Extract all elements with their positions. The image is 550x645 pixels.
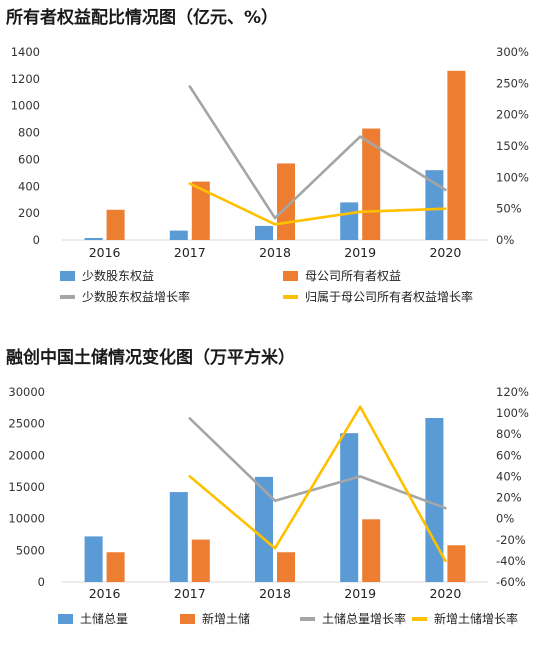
- series-line-2: [188, 182, 447, 226]
- chart-1-title: 所有者权益配比情况图（亿元、%）: [6, 8, 279, 28]
- y-right-tick-label: 40%: [496, 469, 522, 483]
- y-right-tick-label: 0%: [496, 512, 514, 526]
- y-left-tick-label: 25000: [8, 417, 45, 431]
- bar-b: [191, 181, 210, 240]
- bar-b: [191, 539, 210, 582]
- bar-b: [447, 70, 466, 240]
- y-right-tick-label: 250%: [496, 76, 529, 90]
- y-left-tick-label: 1200: [11, 72, 40, 86]
- series-line-1: [188, 417, 447, 510]
- y-left-tick-label: 5000: [16, 543, 45, 557]
- y-right-tick-label: 50%: [496, 202, 522, 216]
- y-left-tick-label: 0: [38, 575, 45, 589]
- legend-swatch: [412, 617, 427, 621]
- bar-a: [340, 433, 359, 582]
- x-tick-label: 2016: [89, 586, 121, 601]
- bar-a: [169, 230, 188, 240]
- x-tick-label: 2019: [344, 586, 376, 601]
- x-tick-label: 2017: [174, 245, 206, 260]
- y-right-tick-label: -40%: [496, 554, 526, 568]
- bar-a: [255, 476, 273, 582]
- x-tick-label: 2020: [429, 245, 461, 260]
- legend-swatch: [58, 614, 73, 624]
- bar-a: [340, 202, 359, 240]
- x-tick-label: 2020: [429, 586, 461, 601]
- y-right-tick-label: 0%: [496, 233, 514, 247]
- bar-a: [255, 225, 273, 240]
- bar-b: [362, 519, 381, 582]
- y-right-tick-label: 120%: [496, 385, 529, 399]
- y-left-tick-label: 0: [33, 233, 40, 247]
- x-tick-label: 2018: [259, 586, 291, 601]
- y-left-tick-label: 15000: [8, 480, 45, 494]
- series-line-1: [188, 85, 447, 220]
- y-right-tick-label: 100%: [496, 170, 529, 184]
- bar-a: [84, 237, 103, 240]
- bar-a: [169, 492, 188, 582]
- chart-2-title: 融创中国土储情况变化图（万平方米）: [6, 348, 295, 368]
- bar-b: [277, 552, 295, 582]
- legend-swatch: [180, 614, 195, 624]
- x-tick-label: 2017: [174, 586, 206, 601]
- y-left-tick-label: 400: [18, 179, 40, 193]
- legend-swatch: [283, 271, 298, 281]
- y-right-tick-label: 200%: [496, 108, 529, 122]
- y-right-tick-label: 150%: [496, 139, 529, 153]
- bar-b: [362, 128, 381, 240]
- legend-label: 母公司所有者权益: [305, 269, 401, 283]
- legend-label: 新增土储: [202, 611, 250, 626]
- legend-swatch: [60, 271, 75, 281]
- y-right-tick-label: -60%: [496, 575, 526, 589]
- legend-swatch: [60, 295, 75, 299]
- y-right-tick-label: 80%: [496, 427, 522, 441]
- y-left-tick-label: 20000: [8, 448, 45, 462]
- bar-a: [84, 536, 103, 582]
- bar-a: [425, 170, 444, 240]
- y-left-tick-label: 10000: [8, 512, 45, 526]
- y-left-tick-label: 1400: [11, 45, 40, 59]
- legend-label: 归属于母公司所有者权益增长率: [305, 289, 473, 304]
- bar-b: [106, 209, 125, 240]
- legend-label: 少数股东权益: [82, 268, 154, 283]
- y-left-tick-label: 800: [18, 126, 40, 140]
- legend-label: 土储总量增长率: [322, 611, 406, 626]
- y-left-tick-label: 200: [18, 206, 40, 220]
- x-tick-label: 2016: [89, 245, 121, 260]
- x-tick-label: 2018: [259, 245, 291, 260]
- legend-label: 新增土储增长率: [434, 611, 518, 626]
- y-right-tick-label: 60%: [496, 448, 522, 462]
- legend-label: 土储总量: [80, 611, 128, 626]
- y-right-tick-label: 100%: [496, 406, 529, 420]
- y-left-tick-label: 1000: [11, 99, 40, 113]
- y-right-tick-label: 20%: [496, 491, 522, 505]
- bar-b: [447, 545, 466, 582]
- y-left-tick-label: 30000: [8, 385, 45, 399]
- series-line-2: [188, 405, 447, 563]
- y-left-tick-label: 600: [18, 152, 40, 166]
- x-tick-label: 2019: [344, 245, 376, 260]
- legend-swatch: [283, 295, 298, 299]
- bar-a: [425, 417, 444, 582]
- legend-swatch: [300, 617, 315, 621]
- legend-label: 少数股东权益增长率: [82, 289, 190, 304]
- y-right-tick-label: -20%: [496, 533, 526, 547]
- bar-b: [106, 552, 125, 582]
- y-right-tick-label: 300%: [496, 45, 529, 59]
